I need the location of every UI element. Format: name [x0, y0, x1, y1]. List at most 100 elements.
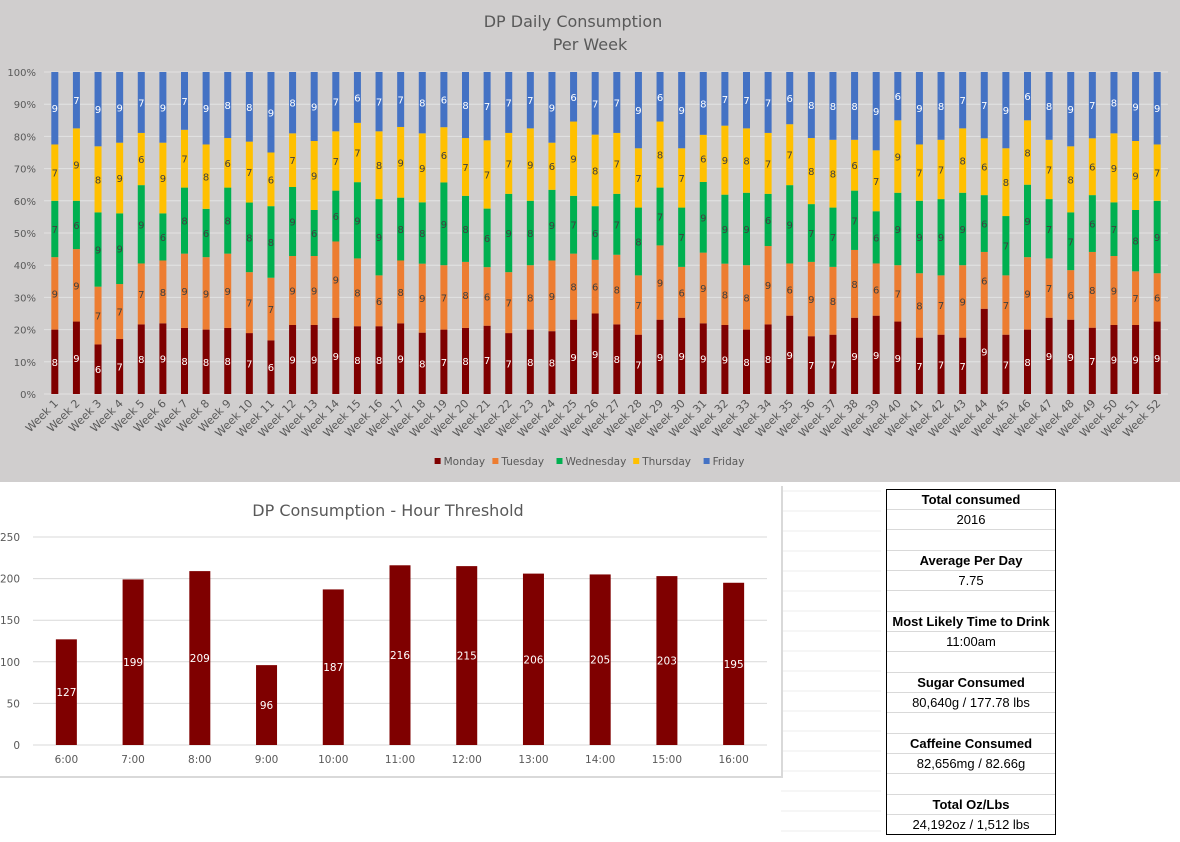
- bar-segment-monday: [980, 308, 988, 394]
- data-label: 8: [1024, 149, 1030, 160]
- bar-segment-wednesday: [289, 187, 297, 256]
- data-label: 8: [225, 357, 231, 368]
- bar-segment-friday: [353, 72, 361, 123]
- bar-segment-tuesday: [332, 241, 340, 318]
- x-tick-label: 16:00: [719, 754, 749, 766]
- data-label: 7: [678, 233, 684, 244]
- bar-segment-thursday: [289, 133, 297, 187]
- x-tick-label: 7:00: [121, 754, 145, 766]
- data-label: 7: [333, 157, 339, 168]
- data-label: 7: [246, 299, 252, 310]
- data-label: 7: [916, 362, 922, 373]
- data-label: 9: [95, 246, 101, 257]
- bar-segment-friday: [634, 72, 642, 149]
- bar-segment-wednesday: [656, 187, 664, 246]
- data-label: 8: [225, 217, 231, 228]
- bar-segment-wednesday: [137, 185, 145, 264]
- bar-segment-tuesday: [462, 261, 469, 328]
- bar-segment-wednesday: [851, 190, 859, 250]
- data-label: 9: [722, 225, 728, 236]
- y-tick-label: 90%: [14, 100, 36, 111]
- data-label: 7: [95, 312, 101, 323]
- bar-segment-tuesday: [397, 260, 405, 324]
- week-column: 9 8 7 9 6: [570, 72, 578, 394]
- bar-segment-tuesday: [613, 254, 621, 325]
- x-tick-label: 10:00: [318, 754, 348, 766]
- bar-segment-wednesday: [1002, 216, 1010, 276]
- data-label: 7: [527, 96, 533, 107]
- week-column: 9 6 7 8 9: [1067, 72, 1075, 394]
- bar-segment-monday: [786, 315, 794, 394]
- bar-segment-friday: [159, 72, 167, 143]
- week-column: 9 6 9 7 9: [1153, 72, 1161, 394]
- data-label: 8: [419, 359, 425, 370]
- data-label: 8: [397, 225, 403, 236]
- data-label: 9: [808, 295, 814, 306]
- week-column: 9 9 6 9 7: [72, 72, 80, 394]
- bar-segment-wednesday: [1024, 184, 1031, 258]
- data-label: 6: [73, 221, 79, 232]
- data-label: 9: [289, 287, 295, 298]
- bar-segment-monday: [656, 319, 664, 394]
- data-label: 9: [1111, 356, 1117, 367]
- data-label: 7: [916, 169, 922, 180]
- bar-segment-tuesday: [678, 266, 686, 318]
- data-label: 7: [506, 360, 512, 371]
- data-label: 9: [160, 355, 166, 366]
- data-label: 7: [484, 102, 490, 113]
- week-column: 7 7 9 7 7: [505, 72, 513, 394]
- data-label: 7: [441, 358, 447, 369]
- bar-segment-friday: [267, 72, 275, 153]
- bar-segment-thursday: [375, 131, 383, 200]
- bar-segment-thursday: [1067, 146, 1075, 213]
- bar-segment-wednesday: [375, 199, 383, 276]
- bar-segment-wednesday: [613, 193, 621, 255]
- bar-segment-tuesday: [1024, 257, 1031, 330]
- data-label: 8: [830, 170, 836, 181]
- data-label: 6: [203, 229, 209, 240]
- week-column: 8 7 9 6 7: [137, 72, 145, 394]
- bar-segment-monday: [224, 327, 232, 394]
- data-label: 8: [1024, 358, 1030, 369]
- bar-segment-friday: [137, 72, 145, 133]
- data-label: 7: [506, 98, 512, 109]
- data-label: 6: [981, 163, 987, 174]
- legend-item-tuesday: Tuesday: [492, 456, 544, 468]
- hour-bar: [456, 566, 478, 745]
- bar-segment-tuesday: [851, 249, 859, 318]
- y-tick-label: 10%: [14, 358, 36, 369]
- hour-bar-group: 199: [122, 579, 144, 745]
- bar-segment-monday: [353, 326, 361, 394]
- week-column: 9 8 7 6 8: [851, 72, 859, 394]
- bar-segment-friday: [72, 72, 80, 129]
- data-label: 9: [441, 220, 447, 231]
- bar-segment-tuesday: [1110, 256, 1118, 325]
- data-label: 127: [56, 687, 76, 699]
- data-label: 9: [1003, 106, 1009, 117]
- bar-segment-wednesday: [915, 200, 923, 274]
- bar-segment-tuesday: [872, 263, 880, 316]
- bar-segment-thursday: [678, 148, 686, 208]
- bar-segment-wednesday: [505, 193, 513, 273]
- bar-segment-wednesday: [72, 200, 80, 250]
- bar-segment-friday: [699, 72, 707, 135]
- data-label: 9: [52, 289, 58, 300]
- week-column: 9 6 7 7 9: [678, 72, 686, 394]
- bar-segment-friday: [505, 72, 513, 133]
- bar-segment-tuesday: [1002, 275, 1010, 335]
- bar-segment-monday: [851, 317, 859, 394]
- x-tick-label: 11:00: [385, 754, 415, 766]
- bar-segment-monday: [807, 336, 815, 394]
- bar-segment-wednesday: [267, 206, 275, 278]
- data-label: 8: [138, 355, 144, 366]
- data-label: 6: [873, 286, 879, 297]
- data-label: 8: [851, 280, 857, 291]
- week-column: 7 9 9 8 7: [959, 72, 967, 394]
- hour-threshold-chart: DP Consumption - Hour Threshold 0 50 100 15…: [0, 486, 783, 778]
- bar-segment-wednesday: [570, 195, 578, 254]
- week-column: 8 9 9 8 6: [1024, 72, 1031, 394]
- weekly-consumption-chart: DP Daily Consumption Per Week 0% 10% 20% 30…: [0, 0, 1180, 482]
- bar-segment-friday: [1067, 72, 1075, 147]
- bar-segment-wednesday: [807, 204, 815, 262]
- data-label: 7: [441, 293, 447, 304]
